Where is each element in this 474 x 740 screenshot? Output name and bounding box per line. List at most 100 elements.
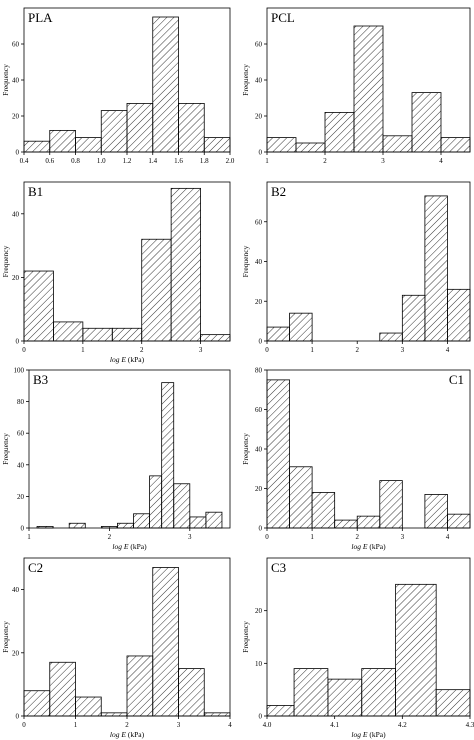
y-tick-label: 40	[12, 210, 20, 218]
y-tick-label: 20	[255, 607, 263, 615]
bar	[435, 689, 471, 717]
x-tick-label: 3	[188, 533, 192, 541]
bar	[189, 516, 207, 529]
bar	[311, 492, 336, 529]
x-tick-label: 1	[27, 533, 31, 541]
x-tick-label: 4	[439, 157, 443, 165]
x-tick-label: 2	[355, 346, 359, 354]
bar	[205, 511, 223, 529]
bar	[293, 668, 329, 717]
y-tick-label: 60	[255, 406, 263, 414]
bar	[49, 129, 76, 153]
y-axis-title: Frequency	[241, 621, 250, 653]
bar	[161, 382, 175, 529]
x-tick-label: 2	[108, 533, 112, 541]
x-tick-label: 1	[310, 533, 314, 541]
x-tick-label: 3	[177, 721, 181, 729]
bar	[424, 494, 448, 529]
bar	[141, 238, 172, 342]
y-tick-label: 0	[16, 338, 20, 346]
y-tick-label: 20	[12, 649, 20, 657]
bar	[401, 294, 426, 342]
x-tick-label: 2	[140, 346, 144, 354]
y-axis-title: Frequency	[241, 433, 250, 465]
y-tick-label: 0	[259, 525, 263, 533]
bar	[111, 327, 143, 342]
y-tick-label: 60	[255, 41, 263, 49]
x-axis-title-prefix: log	[110, 730, 121, 739]
x-tick-label: 0.8	[71, 157, 80, 165]
bar	[266, 705, 295, 717]
y-tick-label: 20	[255, 113, 263, 121]
x-axis-title-var: E	[120, 730, 126, 739]
panel-label: B1	[28, 184, 43, 199]
y-tick-label: 20	[255, 298, 263, 306]
x-tick-label: 4.2	[398, 721, 407, 729]
y-tick-label: 80	[255, 367, 263, 375]
y-tick-label: 100	[14, 367, 25, 375]
y-tick-label: 20	[12, 113, 20, 121]
bar	[424, 195, 448, 342]
x-axis-title-prefix: log	[112, 542, 123, 551]
x-tick-label: 1	[81, 346, 85, 354]
bar	[82, 327, 113, 342]
y-tick-label: 0	[259, 338, 263, 346]
x-tick-label: 4	[228, 721, 232, 729]
panel-label: C2	[28, 560, 43, 575]
x-tick-label: 0	[265, 346, 269, 354]
bar	[23, 140, 51, 153]
x-tick-label: 1	[74, 721, 78, 729]
x-axis-title-var: E	[362, 542, 368, 551]
plot-frame	[266, 557, 471, 717]
x-axis-title-unit: (kPa)	[126, 730, 145, 739]
bar	[133, 513, 151, 529]
bar	[411, 92, 442, 153]
x-axis-title-prefix: log	[110, 355, 121, 364]
bar	[379, 480, 403, 529]
bar	[447, 513, 471, 529]
bar	[68, 522, 86, 529]
bar	[126, 103, 154, 153]
x-tick-label: 3	[199, 346, 203, 354]
y-tick-label: 0	[16, 149, 20, 157]
bar	[170, 187, 201, 342]
y-tick-label: 0	[16, 713, 20, 721]
y-tick-label: 40	[255, 258, 263, 266]
bar	[266, 379, 290, 529]
x-tick-label: 1.4	[148, 157, 157, 165]
x-tick-label: 1.0	[97, 157, 106, 165]
y-axis-title: Frequency	[1, 245, 10, 277]
bar	[126, 655, 154, 717]
bar	[152, 16, 179, 153]
x-axis-title-unit: (kPa)	[126, 355, 145, 364]
y-tick-label: 80	[17, 398, 25, 406]
y-tick-label: 40	[12, 586, 20, 594]
bar	[53, 321, 84, 342]
bar	[327, 678, 363, 717]
y-axis-title: Frequency	[1, 621, 10, 653]
x-axis-title: log E (kPa)	[351, 730, 386, 739]
x-axis-title-unit: (kPa)	[367, 730, 386, 739]
x-axis-title-unit: (kPa)	[367, 542, 386, 551]
x-axis-title-var: E	[120, 355, 126, 364]
x-tick-label: 2	[355, 533, 359, 541]
y-tick-label: 20	[255, 485, 263, 493]
x-axis-title-var: E	[362, 730, 368, 739]
bar	[353, 25, 384, 153]
y-tick-label: 40	[17, 461, 25, 469]
bar	[173, 483, 191, 529]
bar	[395, 583, 437, 717]
panel-c3: 4.0 4.1 4.2 4.3 0 10 20 Frequency log E (kPa) C3	[241, 557, 474, 739]
y-tick-label: 40	[255, 77, 263, 85]
x-tick-label: 1.2	[123, 157, 132, 165]
bar	[75, 696, 102, 717]
x-tick-label: 0	[22, 346, 26, 354]
panel-label: B3	[33, 372, 48, 387]
panel-label: C3	[271, 560, 286, 575]
y-tick-label: 40	[255, 446, 263, 454]
bar	[100, 712, 128, 717]
x-tick-label: 1	[265, 157, 269, 165]
